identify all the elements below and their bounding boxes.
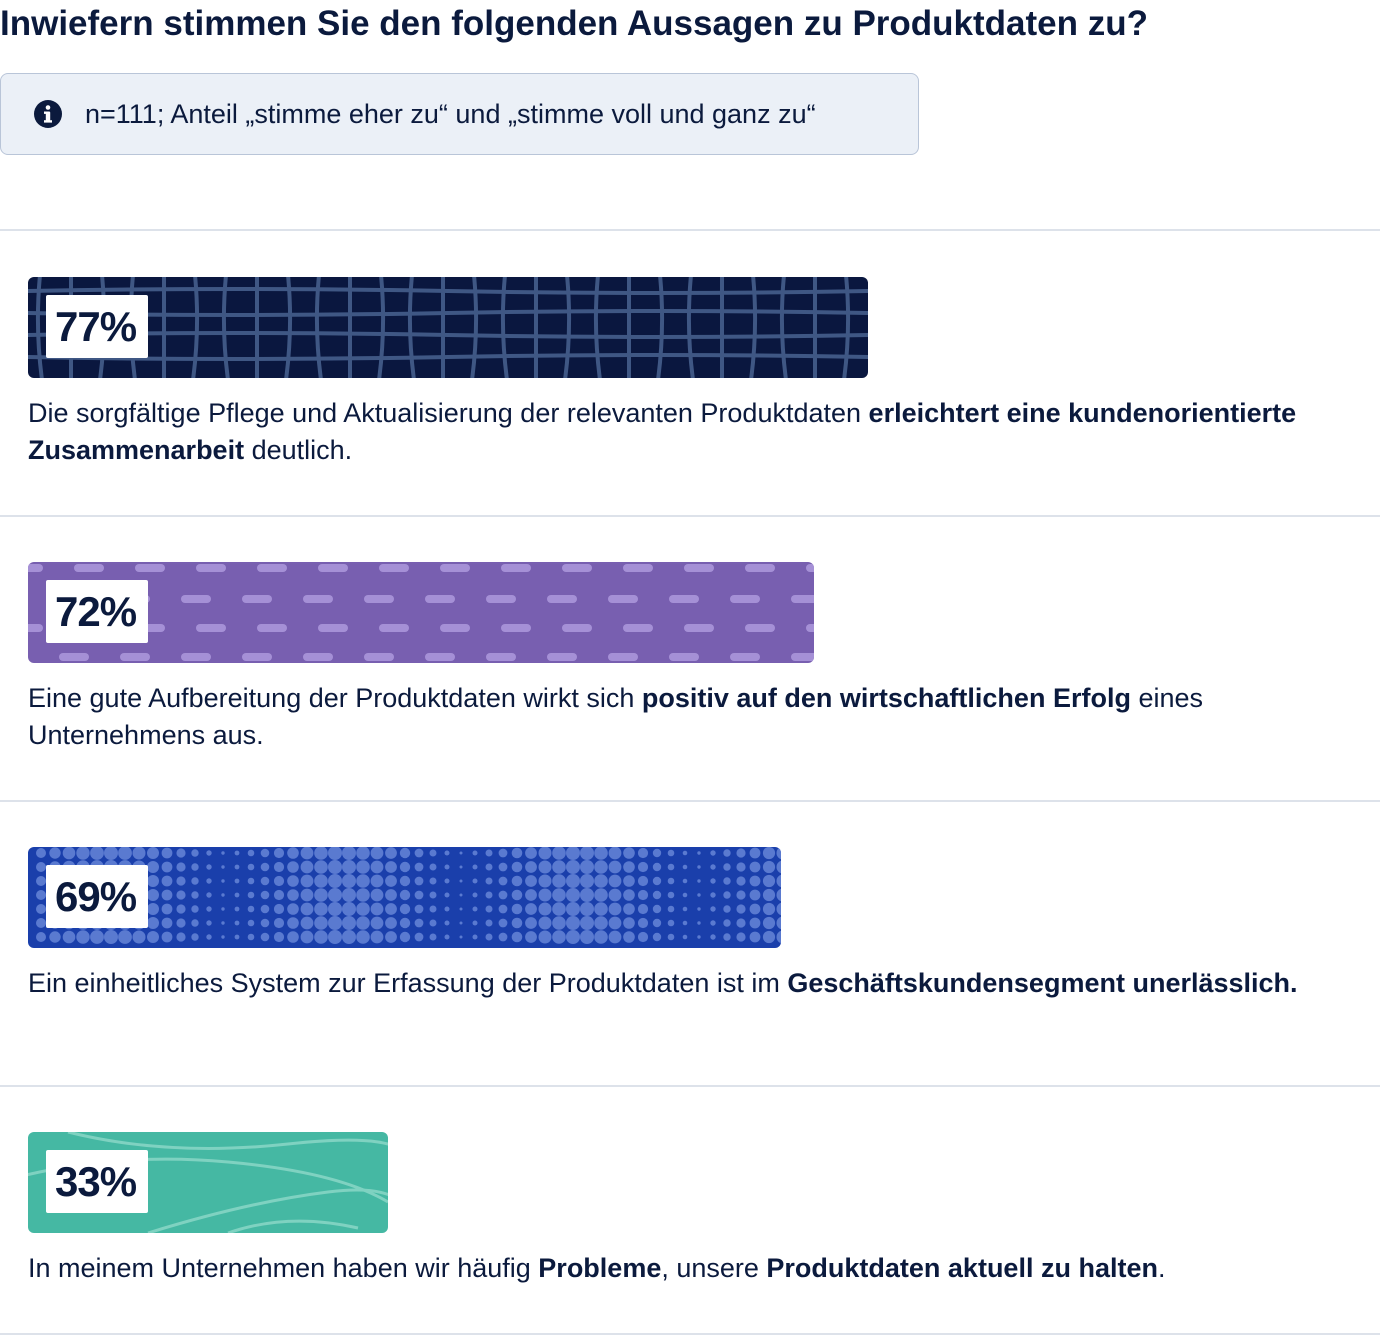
value-label: 77% — [46, 295, 149, 358]
bar-pattern-3 — [36, 847, 781, 944]
page-title: Inwiefern stimmen Sie den folgenden Auss… — [0, 4, 1149, 43]
info-icon — [33, 99, 63, 129]
value-label: 72% — [46, 580, 149, 643]
divider — [0, 800, 1380, 802]
statement-text: Die sorgfältige Pflege und Aktualisierun… — [28, 398, 869, 428]
divider — [0, 1085, 1380, 1087]
sample-info-text: n=111; Anteil „stimme eher zu“ und „stim… — [85, 98, 816, 129]
statement-text: eines Unternehmens aus. — [28, 683, 1203, 750]
statement-emphasis: Geschäftskundensegment unerlässlich. — [787, 968, 1298, 998]
statement-text: , unsere — [661, 1253, 767, 1283]
statement-text: . — [1157, 1253, 1166, 1283]
bar-pattern-1 — [28, 277, 868, 378]
statement-4: In meinem Unternehmen haben wir häufig P… — [28, 1250, 1373, 1287]
statement-emphasis: Probleme — [538, 1253, 662, 1283]
statement-3: Ein einheitliches System zur Erfassung d… — [28, 965, 1373, 1002]
bar-1: 77% — [28, 277, 868, 378]
statement-text: Ein einheitliches System zur Erfassung d… — [28, 968, 788, 998]
statement-text: deutlich. — [244, 435, 353, 465]
statement-2: Eine gute Aufbereitung der Produktdaten … — [28, 680, 1373, 754]
sample-info-box: n=111; Anteil „stimme eher zu“ und „stim… — [0, 73, 919, 155]
statement-text: Eine gute Aufbereitung der Produktdaten … — [28, 683, 642, 713]
bar-3: 69% — [28, 847, 781, 948]
statement-text: In meinem Unternehmen haben wir häufig — [28, 1253, 539, 1283]
divider — [0, 1333, 1380, 1335]
statement-1: Die sorgfältige Pflege und Aktualisierun… — [28, 395, 1373, 469]
statement-emphasis: erleichtert eine kundenorientierte Zusam… — [28, 398, 1297, 465]
value-label: 33% — [46, 1150, 149, 1213]
divider — [0, 229, 1380, 231]
statement-emphasis: Produktdaten aktuell zu halten — [766, 1253, 1158, 1283]
bar-4: 33% — [28, 1132, 388, 1233]
statement-emphasis: positiv auf den wirtschaftlichen Erfolg — [641, 683, 1131, 713]
divider — [0, 515, 1380, 517]
value-label: 69% — [46, 865, 149, 928]
bar-2: 72% — [28, 562, 814, 663]
